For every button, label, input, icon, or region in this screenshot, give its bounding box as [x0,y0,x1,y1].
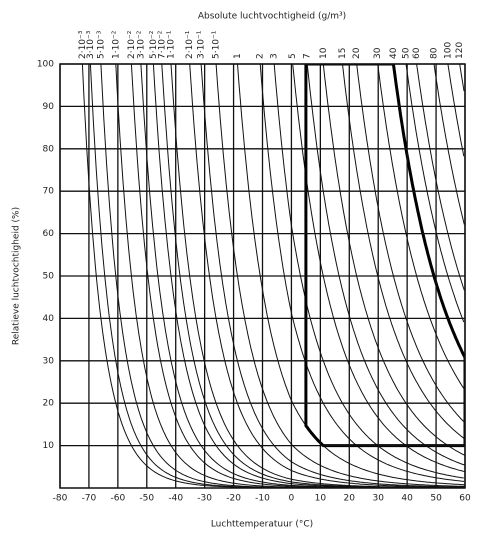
top-tick-label: 10 [319,47,329,59]
humidity-curve [322,64,465,456]
top-tick-label: 3·10⁻¹ [197,30,207,59]
top-tick-label: 40 [389,47,399,59]
humidity-curve [200,64,465,488]
x-tick-label: -10 [255,494,270,504]
top-tick-label: 50 [402,47,412,59]
humidity-curve [215,64,465,487]
top-tick-label: 60 [412,47,422,59]
y-tick-label: 100 [37,60,54,70]
top-tick-label: 5·10⁻² [149,30,159,59]
humidity-curve [405,64,465,323]
x-axis-title: Luchttemperatuur (°C) [211,520,313,530]
humidity-curve [356,64,465,422]
top-axis-title: Absolute luchtvochtigheid (g/m³) [198,12,346,22]
x-tick-label: 40 [401,494,413,504]
x-tick-label: 30 [372,494,384,504]
top-tick-label: 1·10⁻¹ [167,30,177,59]
humidity-curve [433,64,465,225]
plot-frame [59,63,466,489]
y-tick-label: 90 [43,102,55,112]
y-tick-label: 10 [43,441,55,451]
x-tick-label: 60 [459,494,471,504]
y-tick-label: 50 [43,272,55,282]
top-tick-label: 3 [270,53,280,59]
humidity-curve [189,64,465,488]
y-tick-label: 60 [43,229,55,239]
top-tick-label: 7·10⁻² [157,30,167,59]
humidity-curve [459,64,465,92]
top-tick-label: 7 [303,53,313,59]
humidity-curve [416,64,465,291]
x-tick-label: -70 [82,494,97,504]
x-tick-label: -30 [197,494,212,504]
x-tick-label: -40 [168,494,183,504]
y-axis-title: Relatieve luchtvochtigheid (%) [12,207,22,345]
humidity-curve [377,64,465,390]
x-tick-label: 50 [430,494,442,504]
x-tick-label: -60 [111,494,126,504]
top-tick-label: 20 [352,47,362,59]
humidity-curve [273,64,464,479]
top-tick-label: 15 [338,48,348,59]
top-tick-label: 2 [256,53,266,59]
top-tick-label: 30 [373,47,383,59]
humidity-curve [342,64,465,439]
x-tick-label: 10 [315,494,327,504]
top-tick-label: 5·10⁻³ [96,30,106,59]
y-tick-label: 80 [43,144,55,154]
x-tick-label: 0 [289,494,295,504]
top-tick-label: 100 [443,42,453,59]
top-tick-label: 2·10⁻¹ [185,30,195,59]
y-tick-label: 70 [43,187,55,197]
x-tick-label: -50 [139,494,154,504]
top-tick-label: 2·10⁻² [127,30,137,59]
x-tick-label: -20 [226,494,241,504]
top-tick-label: 5 [288,53,298,59]
y-tick-label: 40 [43,314,55,324]
x-tick-label: -80 [53,494,68,504]
y-tick-label: 20 [43,399,55,409]
humidity-curve [447,64,465,157]
y-tick-label: 30 [43,356,55,366]
top-tick-label: 120 [455,42,465,59]
top-tick-label: 80 [429,47,439,59]
humidity-curve [237,64,465,486]
top-tick-label: 1·10⁻² [111,30,121,59]
top-tick-label: 5·10⁻¹ [212,30,222,59]
top-tick-label: 1 [233,53,243,59]
x-tick-label: 20 [344,494,356,504]
top-tick-label: 3·10⁻² [136,30,146,59]
humidity-curve [259,64,465,482]
top-tick-label: 2·10⁻³ [78,30,88,59]
top-tick-label: 3·10⁻³ [86,30,96,59]
